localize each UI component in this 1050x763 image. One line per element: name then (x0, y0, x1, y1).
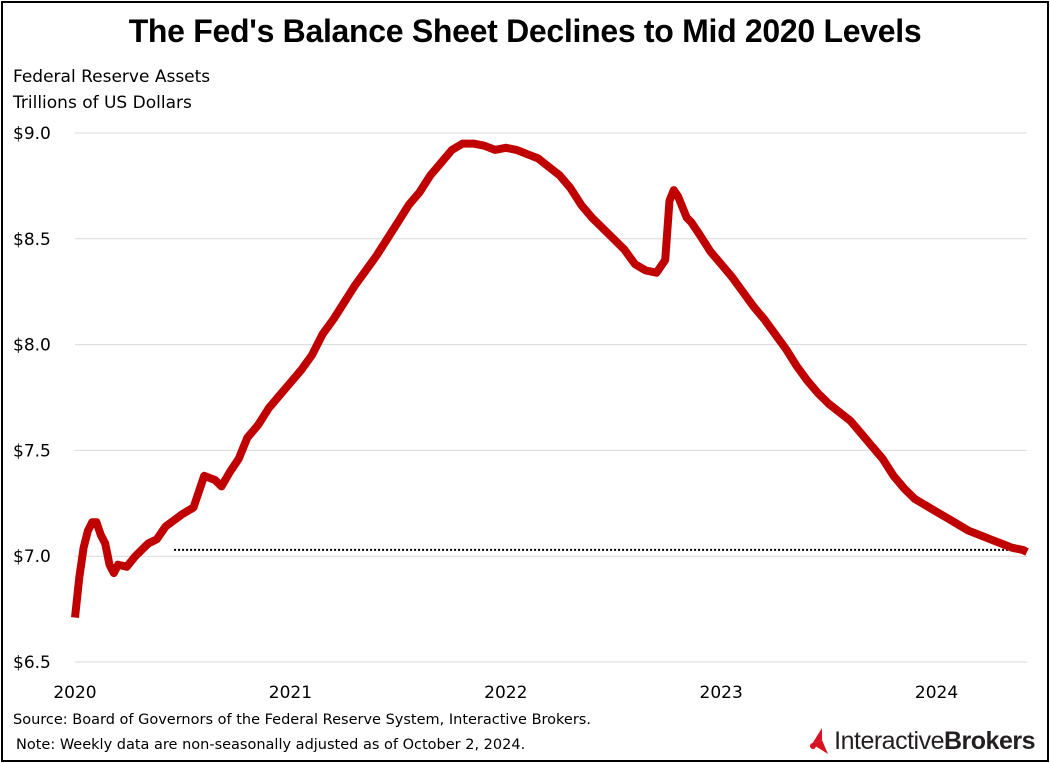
x-tick-label: 2020 (53, 683, 96, 703)
chart-subtitle-units: Trillions of US Dollars (13, 93, 192, 113)
y-tick-label: $7.5 (13, 441, 51, 461)
x-axis-ticks: 2020 2021 2022 2023 2024 (53, 683, 958, 703)
y-tick-label: $9.0 (13, 124, 51, 144)
source-note: Source: Board of Governors of the Federa… (13, 712, 591, 728)
data-note: Note: Weekly data are non-seasonally adj… (16, 737, 526, 753)
x-tick-label: 2024 (915, 683, 958, 703)
interactive-brokers-logo: InteractiveBrokers (808, 725, 1036, 757)
y-tick-label: $8.5 (13, 230, 51, 250)
y-tick-label: $6.5 (13, 653, 51, 673)
chart-subtitle-series: Federal Reserve Assets (13, 67, 211, 87)
y-tick-label: $7.0 (13, 547, 51, 567)
x-tick-label: 2022 (484, 683, 527, 703)
series-layer (71, 139, 1029, 619)
line-chart: $9.0$8.5$8.0$7.5$7.0$6.5 2020 2021 2022 202… (13, 124, 1029, 703)
logo-text: InteractiveBrokers (834, 726, 1035, 755)
gridlines (75, 132, 1027, 663)
logo-mark-icon (810, 728, 829, 754)
y-tick-label: $8.0 (13, 336, 51, 356)
y-axis-ticks: $9.0 $8.5 $8.0 $7.5 $7.0 $6.5 (13, 124, 51, 673)
x-tick-label: 2021 (269, 683, 312, 703)
x-tick-label: 2023 (700, 683, 743, 703)
chart-title: The Fed's Balance Sheet Declines to Mid … (128, 13, 922, 49)
series-line (71, 139, 1029, 619)
